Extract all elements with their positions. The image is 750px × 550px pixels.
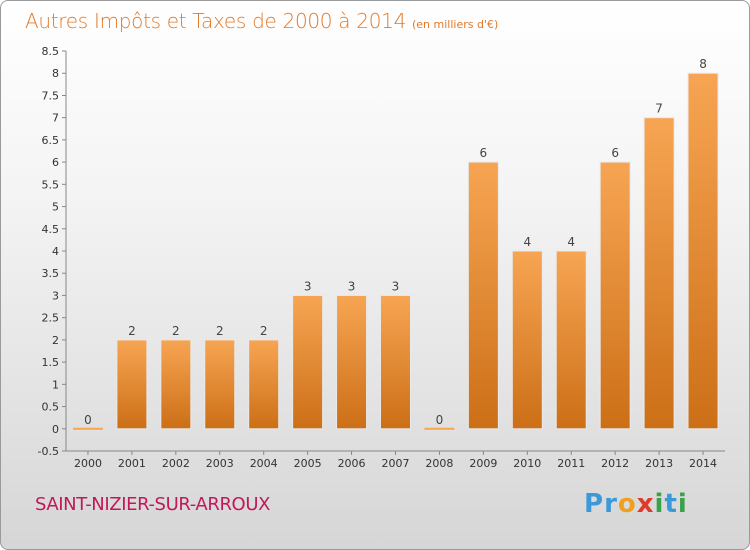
chart-title-block: Autres Impôts et Taxes de 2000 à 2014 (en… xyxy=(25,9,498,33)
data-label-2002: 2 xyxy=(172,324,180,338)
bar-series xyxy=(72,72,719,430)
x-tick-label-2005: 2005 xyxy=(294,457,322,470)
y-tick-label: 8 xyxy=(52,67,59,80)
x-tick-label-2006: 2006 xyxy=(338,457,366,470)
y-tick-label: 4.5 xyxy=(42,223,60,236)
x-tick-label-2004: 2004 xyxy=(250,457,278,470)
data-labels: 0 2 2 2 2 3 3 3 0 6 4 4 6 7 8 xyxy=(84,57,707,427)
y-tick-label: 5 xyxy=(52,201,59,214)
data-label-2005: 3 xyxy=(304,279,312,293)
bar-2010 xyxy=(511,250,543,430)
logo-letter: x xyxy=(636,489,655,519)
bar-2014 xyxy=(687,72,719,430)
bar-2000 xyxy=(72,427,103,430)
y-tick-label: 3 xyxy=(52,289,59,302)
x-tick-label-2011: 2011 xyxy=(557,457,585,470)
logo-letter: o xyxy=(617,489,637,519)
data-label-2012: 6 xyxy=(611,146,619,160)
y-tick-label: 1 xyxy=(52,378,59,391)
logo-letter: i xyxy=(677,489,688,519)
logo-letter: r xyxy=(604,489,618,519)
x-tick-label-2009: 2009 xyxy=(469,457,497,470)
chart-subtitle: (en milliers d'€) xyxy=(412,18,499,31)
x-tick-label-2003: 2003 xyxy=(206,457,234,470)
y-tick-label: 6.5 xyxy=(42,134,60,147)
proxiti-logo: Proxiti xyxy=(584,489,688,519)
y-tick-label: 2.5 xyxy=(42,312,60,325)
data-label-2007: 3 xyxy=(392,279,400,293)
x-tick-label-2013: 2013 xyxy=(645,457,673,470)
x-tick-label-2002: 2002 xyxy=(162,457,190,470)
chart-axes: -0.5 0 0.5 1 1.5 2 2.5 3 3.5 4 4.5 5 5.5 6 6.5 7 7.5 8 8.5… xyxy=(38,45,725,470)
data-label-2008: 0 xyxy=(436,413,444,427)
bar-2007 xyxy=(380,294,411,430)
data-label-2001: 2 xyxy=(128,324,136,338)
y-tick-label: 0 xyxy=(52,423,59,436)
y-tick-label: 7 xyxy=(52,112,59,125)
bar-2011 xyxy=(555,250,587,430)
y-tick-label: 3.5 xyxy=(42,267,60,280)
y-tick-label: 4 xyxy=(52,245,59,258)
x-tick-label-2010: 2010 xyxy=(513,457,541,470)
bar-2001 xyxy=(116,339,148,430)
data-label-2003: 2 xyxy=(216,324,224,338)
x-tick-label-2012: 2012 xyxy=(601,457,629,470)
bar-2009 xyxy=(467,161,499,430)
data-label-2010: 4 xyxy=(523,235,531,249)
data-label-2004: 2 xyxy=(260,324,268,338)
bar-2006 xyxy=(336,294,368,430)
bar-2013 xyxy=(643,117,675,430)
logo-letter: t xyxy=(664,489,678,519)
bar-2004 xyxy=(248,339,280,430)
data-label-2000: 0 xyxy=(84,413,92,427)
y-tick-label: 6 xyxy=(52,156,59,169)
bar-2003 xyxy=(204,339,236,430)
logo-letter: i xyxy=(654,489,665,519)
bar-2012 xyxy=(599,161,631,430)
logo-letter: P xyxy=(584,489,605,519)
x-tick-label-2014: 2014 xyxy=(689,457,717,470)
bar-2005 xyxy=(292,294,324,430)
y-tick-label: 0.5 xyxy=(42,401,60,414)
y-tick-label: 5.5 xyxy=(42,178,60,191)
y-tick-label: -0.5 xyxy=(38,445,59,458)
bar-2008 xyxy=(424,427,455,430)
y-tick-label: 2 xyxy=(52,334,59,347)
x-tick-label-2008: 2008 xyxy=(425,457,453,470)
commune-name: SAINT-NIZIER-SUR-ARROUX xyxy=(35,494,271,515)
data-label-2014: 8 xyxy=(699,57,707,71)
chart-title: Autres Impôts et Taxes de 2000 à 2014 xyxy=(25,9,406,33)
data-label-2006: 3 xyxy=(348,279,356,293)
y-tick-label: 1.5 xyxy=(42,356,60,369)
data-label-2009: 6 xyxy=(480,146,488,160)
bar-2002 xyxy=(160,339,192,430)
data-label-2013: 7 xyxy=(655,102,663,116)
x-tick-label-2001: 2001 xyxy=(118,457,146,470)
data-label-2011: 4 xyxy=(567,235,575,249)
x-tick-label-2007: 2007 xyxy=(382,457,410,470)
y-tick-label: 8.5 xyxy=(42,45,60,58)
y-tick-label: 7.5 xyxy=(42,89,60,102)
x-tick-label-2000: 2000 xyxy=(74,457,102,470)
